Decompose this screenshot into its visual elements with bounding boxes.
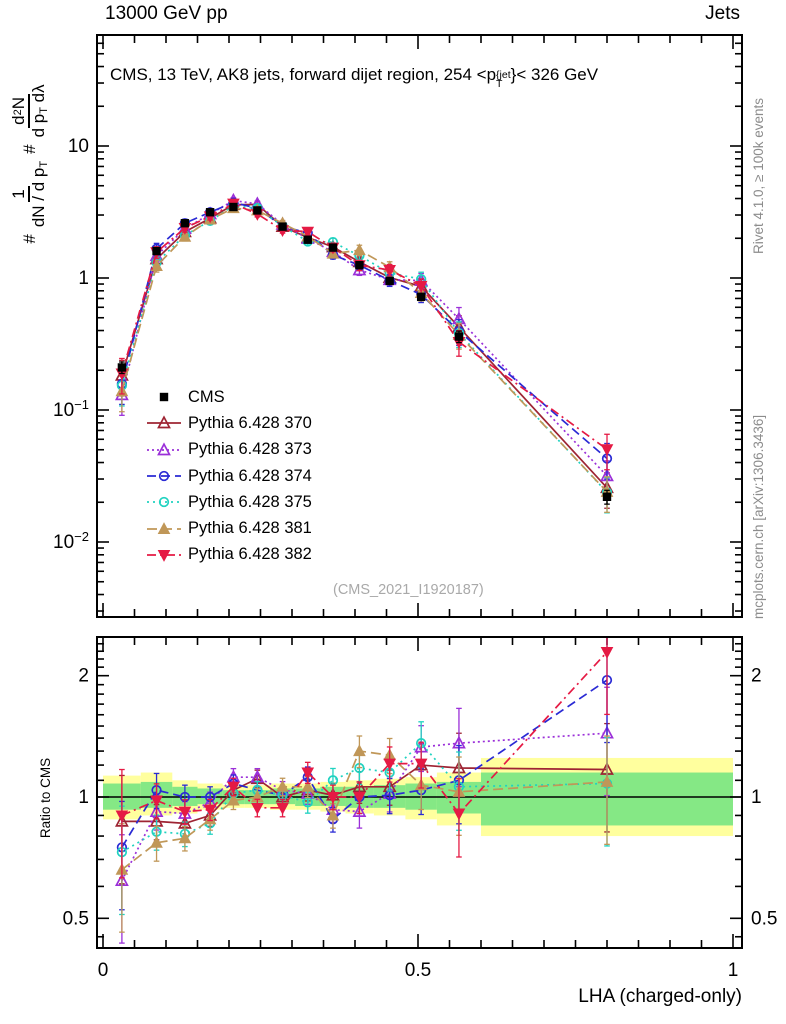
legend-label: CMS	[188, 387, 225, 406]
legend-label: Pythia 6.428 373	[188, 440, 312, 459]
x-axis-title: LHA (charged-only)	[578, 986, 742, 1007]
legend-item-pythia-6-428-374: Pythia 6.428 374	[146, 463, 312, 489]
ratio-y-tick-label: 0.5	[63, 908, 89, 929]
ratio-y-tick-label-right: 2	[751, 666, 762, 687]
main-panel-frame	[96, 34, 743, 618]
main-y-tick-label: 10−2	[53, 529, 89, 553]
legend-label: Pythia 6.428 381	[188, 519, 312, 538]
ratio-series-6428382	[115, 637, 614, 879]
legend-label: Pythia 6.428 374	[188, 466, 312, 485]
legend-sample-icon	[147, 521, 181, 534]
legend-sample-icon	[147, 442, 181, 456]
legend-label: Pythia 6.428 370	[188, 413, 312, 432]
ratio-panel-frame	[96, 636, 743, 949]
legend-item-pythia-6-428-373: Pythia 6.428 373	[146, 437, 312, 463]
process-label: Jets	[705, 3, 740, 24]
ratio-y-tick-label-right: 1	[751, 787, 762, 808]
beam-energy-label: 13000 GeV pp	[105, 3, 228, 24]
y-axis-label: # 1 dN / d pT # d2N d pT dλ	[9, 84, 50, 244]
ratio-series-6428381	[115, 735, 614, 933]
legend-sample-icon	[147, 549, 181, 562]
legend: CMS Pythia 6.428 370 Pythia 6.428 373 Pythi…	[146, 384, 312, 568]
legend-item-pythia-6-428-370: Pythia 6.428 370	[146, 410, 312, 436]
legend-sample-icon	[159, 392, 169, 402]
legend-sample-icon	[147, 470, 181, 482]
axis-tick-labels: 10 1 10−1 10−2 2 2 1 1 0.5 0.5 0 0.5 1	[53, 136, 777, 981]
ratio-y-tick-label-right: 0.5	[751, 908, 777, 929]
y-label-fraction-1: 1 dN / d pT	[9, 160, 50, 228]
panel-title-text: CMS, 13 TeV, AK8 jets, forward dijet reg…	[110, 65, 497, 84]
legend-item-pythia-6-428-382: Pythia 6.428 382	[146, 542, 312, 568]
cms-data-points	[117, 202, 612, 505]
main-y-tick-label: 10	[68, 136, 89, 157]
legend-sample-icon	[147, 415, 181, 429]
legend-item-cms: CMS	[146, 384, 312, 410]
legend-item-pythia-6-428-381: Pythia 6.428 381	[146, 515, 312, 541]
x-tick-label: 0	[98, 960, 109, 981]
ratio-y-tick-label: 2	[78, 666, 89, 687]
y-label-fraction-2: d2N d pT dλ	[9, 84, 50, 138]
ratio-y-tick-label: 1	[78, 787, 89, 808]
ratio-axis-label: Ratio to CMS	[38, 757, 53, 839]
x-tick-label: 1	[728, 960, 739, 981]
main-y-tick-label: 1	[78, 268, 89, 289]
analysis-id-watermark: (CMS_2021_I1920187)	[333, 582, 484, 598]
mcplots-reference-note: mcplots.cern.ch [arXiv:1306.3436]	[751, 414, 766, 619]
legend-item-pythia-6-428-375: Pythia 6.428 375	[146, 489, 312, 515]
main-y-tick-label: 10−1	[53, 397, 89, 421]
legend-label: Pythia 6.428 382	[188, 545, 312, 564]
axis-ticks	[97, 35, 742, 948]
rivet-version-note: Rivet 4.1.0, ≥ 100k events	[751, 98, 766, 254]
legend-sample-icon	[147, 497, 181, 508]
legend-label: Pythia 6.428 375	[188, 492, 312, 511]
panel-title: CMS, 13 TeV, AK8 jets, forward dijet reg…	[110, 65, 599, 90]
x-tick-label: 0.5	[405, 960, 431, 981]
pt-jet-superscript: {jet T	[496, 69, 511, 90]
